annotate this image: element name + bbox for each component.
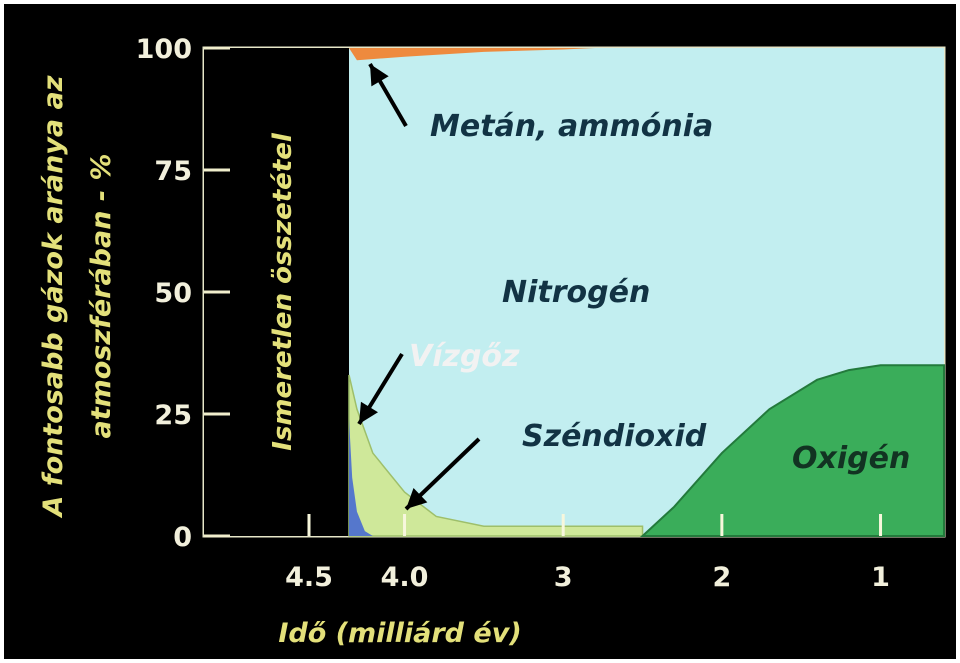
label-nitrogen: Nitrogén [502,275,650,310]
y-axis-title-line1: A fontosabb gázok aránya az [38,75,69,518]
label-methane-ammonia: Metán, ammónia [430,109,713,144]
chart-svg: A fontosabb gázok aránya az atmoszférába… [38,34,946,649]
label-water-vapor: Vízgőz [409,339,520,374]
x-tick-label: 2 [712,562,731,593]
y-tick-label: 50 [154,278,192,309]
y-axis-title-line2: atmoszférában - % [86,153,117,438]
y-tick-label: 100 [136,34,192,65]
arrow-co2 [404,437,481,511]
unknown-composition-label: Ismeretlen összetétel [268,132,298,451]
x-tick-label: 3 [554,562,573,593]
chart-frame: A fontosabb gázok aránya az atmoszférába… [4,4,956,659]
series-area-co2 [348,374,644,537]
x-tick-label: 1 [871,562,890,593]
series-area-oxygen [639,364,945,537]
label-oxygen: Oxigén [792,441,910,476]
y-tick-label: 75 [154,156,192,187]
arrow-methane-ammonia [368,62,408,128]
arrow-water-vapor [357,352,404,426]
label-co2: Széndioxid [522,419,707,454]
y-tick-label: 25 [154,400,192,431]
x-tick-label: 4.0 [381,562,429,593]
x-tick-label: 4.5 [285,562,333,593]
x-axis-title: Idő (milliárd év) [278,618,521,649]
series-area-methane-ammonia [349,48,595,61]
series-area-water-vapor [349,418,373,536]
y-tick-label: 0 [173,522,192,553]
